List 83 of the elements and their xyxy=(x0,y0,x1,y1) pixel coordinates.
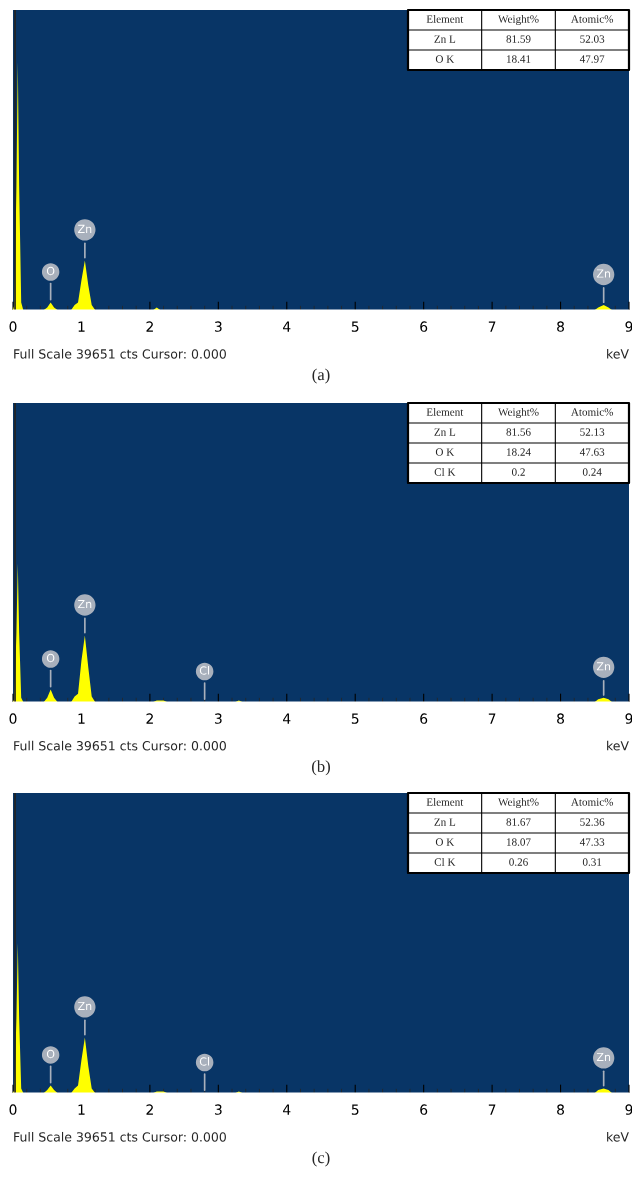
x-tick-label: 2 xyxy=(146,713,153,724)
text: (c) xyxy=(312,1151,330,1167)
text: 18.24 xyxy=(506,448,531,456)
text: Cl K xyxy=(434,467,456,476)
x-tick-label: 7 xyxy=(488,1104,496,1115)
x-axis-title: keV xyxy=(607,348,629,359)
text: Weight% xyxy=(497,407,539,419)
x-tick-label: 4 xyxy=(283,321,291,332)
x-tick-label: 9 xyxy=(625,321,632,332)
x-tick-label: 5 xyxy=(351,1104,359,1115)
text: Element xyxy=(426,407,464,416)
text: 81.59 xyxy=(506,35,531,43)
annotation: 47.97 xyxy=(579,55,605,63)
x-tick-label: 9 xyxy=(625,1104,632,1115)
annotation: Zn xyxy=(78,1001,92,1011)
text: Zn L xyxy=(434,818,456,826)
annotation: Zn xyxy=(596,1052,611,1062)
x-tick-label: 3 xyxy=(214,1104,222,1115)
x-tick-label: 8 xyxy=(557,321,565,332)
annotation: Zn xyxy=(78,224,92,233)
x-tick-label: 4 xyxy=(283,1104,291,1115)
text: Full Scale 39651 cts Cursor: 0.000 xyxy=(14,1131,226,1142)
text: 0.2 xyxy=(511,468,525,476)
text: Cl K xyxy=(434,857,456,866)
text: Zn L xyxy=(434,428,456,436)
text: 47.33 xyxy=(579,838,605,846)
text: Atomic% xyxy=(570,15,614,23)
x-tick-label: 0 xyxy=(9,321,17,332)
x-axis-title: keV xyxy=(607,1131,629,1142)
text: Atomic% xyxy=(570,408,614,416)
x-tick-label: 7 xyxy=(488,713,496,724)
text: 52.03 xyxy=(580,35,605,43)
text: 81.56 xyxy=(506,428,531,436)
x-tick-label: 5 xyxy=(351,321,359,332)
x-tick-label: 0 xyxy=(9,1104,17,1115)
annotation: O K xyxy=(435,55,455,63)
x-axis-title: keV xyxy=(607,740,629,751)
text: 81.67 xyxy=(506,818,531,826)
annotation: Cl xyxy=(199,666,210,675)
text: Full Scale 39651 cts Cursor: 0.000 xyxy=(14,348,226,359)
text: Zn L xyxy=(434,35,456,43)
x-tick-label: 6 xyxy=(420,1104,428,1115)
text: 47.63 xyxy=(579,448,605,456)
x-tick-label: 2 xyxy=(146,1104,153,1115)
x-tick-label: 0 xyxy=(9,713,17,724)
annotation: Zn xyxy=(78,599,92,609)
annotation: Zn xyxy=(596,662,611,671)
annotation: O xyxy=(46,266,55,276)
annotation: O xyxy=(46,1049,55,1059)
text: Atomic% xyxy=(570,798,614,806)
x-tick-label: 3 xyxy=(214,321,222,332)
x-tick-label: 8 xyxy=(557,1104,565,1115)
text: Element xyxy=(426,797,464,806)
text: 0.31 xyxy=(582,858,602,866)
text: 52.36 xyxy=(580,818,605,826)
x-tick-label: 2 xyxy=(146,321,153,332)
text: 18.07 xyxy=(506,838,531,846)
text: Weight% xyxy=(497,14,539,26)
annotation: Zn xyxy=(596,269,611,278)
x-tick-label: 7 xyxy=(488,321,496,332)
text: (b) xyxy=(312,760,330,776)
x-tick-label: 1 xyxy=(78,713,85,724)
x-tick-label: 9 xyxy=(625,713,632,724)
text: O K xyxy=(435,448,455,456)
x-tick-label: 5 xyxy=(351,713,359,724)
text: 0.24 xyxy=(582,468,602,476)
text: (a) xyxy=(312,368,330,384)
annotation: O xyxy=(46,653,55,663)
text: Element xyxy=(426,14,464,23)
x-tick-label: 1 xyxy=(78,1104,85,1115)
text: O K xyxy=(435,838,455,846)
text: Full Scale 39651 cts Cursor: 0.000 xyxy=(14,740,226,751)
annotation: Cl xyxy=(199,1057,210,1066)
x-tick-label: 6 xyxy=(420,713,428,724)
annotation: 18.41 xyxy=(506,55,531,63)
text: Weight% xyxy=(497,797,539,809)
x-tick-label: 1 xyxy=(78,321,85,332)
x-tick-label: 8 xyxy=(557,713,565,724)
text: 52.13 xyxy=(580,428,605,436)
x-tick-label: 3 xyxy=(214,713,222,724)
x-tick-label: 6 xyxy=(420,321,428,332)
text: 0.26 xyxy=(509,858,528,866)
x-tick-label: 4 xyxy=(283,713,291,724)
